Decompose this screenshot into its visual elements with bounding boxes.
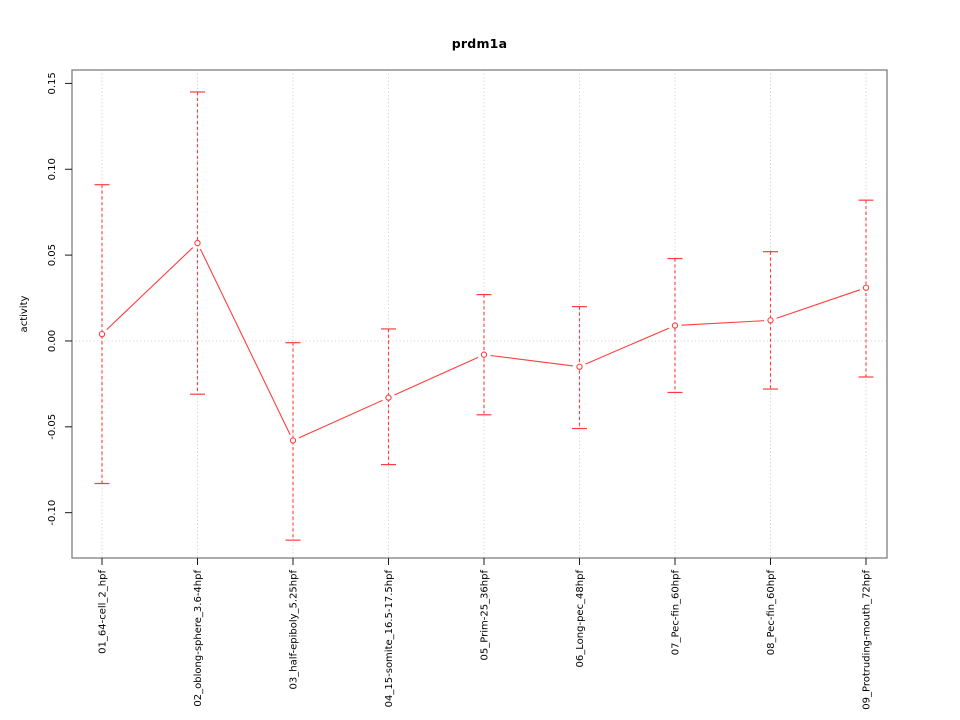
series-line-segment xyxy=(394,356,479,396)
plot-box xyxy=(71,69,888,559)
series-line-segment xyxy=(681,320,765,326)
y-axis-title: activity xyxy=(19,295,30,332)
data-point xyxy=(671,322,679,329)
data-point xyxy=(862,284,870,291)
y-tick-label: 0.10 xyxy=(47,158,58,180)
series-line-segment xyxy=(490,354,574,367)
data-point xyxy=(480,351,488,358)
series-line-segment xyxy=(776,289,861,319)
y-tick-label: 0.00 xyxy=(47,330,58,352)
series-line-segment xyxy=(298,399,383,439)
x-tick-label: 07_Pec-fin_60hpf xyxy=(671,570,682,656)
chart-title: prdm1a xyxy=(451,36,508,51)
series-line-segment xyxy=(199,248,291,435)
x-tick-label: 08_Pec-fin_60hpf xyxy=(766,570,777,656)
data-point xyxy=(576,363,583,370)
y-tick-label: 0.15 xyxy=(47,72,58,94)
x-tick-label: 03_half-epiboly_5.25hpf xyxy=(289,570,300,690)
x-tick-label: 04_15-somite_16.5-17.5hpf xyxy=(384,570,395,708)
x-tick-label: 05_Prim-25_36hpf xyxy=(480,570,491,661)
data-point xyxy=(385,394,392,401)
data-point xyxy=(194,239,201,247)
data-point xyxy=(98,330,106,338)
y-tick-label: -0.10 xyxy=(47,500,58,526)
data-point xyxy=(767,317,774,324)
x-tick-label: 09_Protruding-mouth_72hpf xyxy=(862,570,873,710)
x-tick-label: 02_oblong-sphere_3.6-4hpf xyxy=(193,570,204,707)
y-tick-label: 0.05 xyxy=(47,244,58,266)
x-tick-label: 01_64-cell_2_hpf xyxy=(98,570,109,654)
series-line-segment xyxy=(106,247,194,331)
data-point xyxy=(289,437,297,444)
series-line-segment xyxy=(585,327,670,365)
x-tick-label: 06_Long-pec_48hpf xyxy=(575,570,586,668)
y-tick-label: -0.05 xyxy=(47,414,58,440)
